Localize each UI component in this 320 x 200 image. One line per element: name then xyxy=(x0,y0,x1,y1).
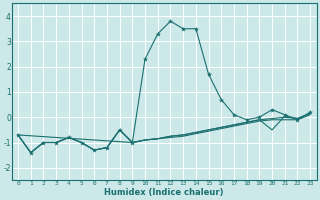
X-axis label: Humidex (Indice chaleur): Humidex (Indice chaleur) xyxy=(104,188,224,197)
